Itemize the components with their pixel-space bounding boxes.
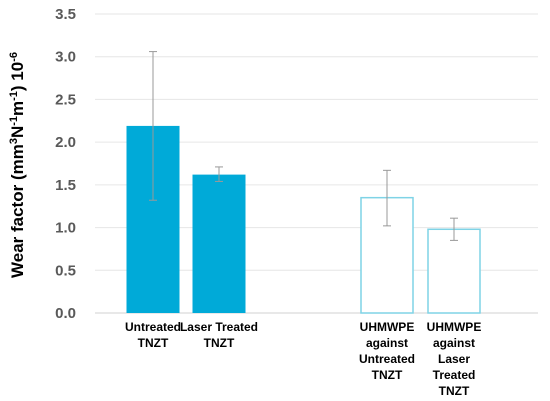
y-tick-label: 3.0 <box>55 49 76 66</box>
category-label: Untreated TNZT <box>125 320 181 350</box>
bar <box>192 174 246 313</box>
category-label: UHMWPE against Untreated TNZT <box>359 320 415 382</box>
category-label: UHMWPE against Laser Treated TNZT <box>427 320 482 398</box>
y-axis-label: Wear factor (mm3N-1m-1) 10-6 <box>8 52 27 278</box>
y-tick-label: 0.0 <box>55 305 76 322</box>
y-tick-label: 1.5 <box>55 177 76 194</box>
y-tick-label: 0.5 <box>55 262 76 279</box>
y-tick-label: 3.5 <box>55 6 76 23</box>
y-axis-ticks: 0.0 0.5 1.0 1.5 2.0 2.5 3.0 3.5 <box>55 6 76 322</box>
y-tick-label: 2.0 <box>55 134 76 151</box>
error-bars <box>149 51 458 241</box>
bar <box>427 228 481 314</box>
y-tick-label: 1.0 <box>55 220 76 237</box>
bars <box>126 125 481 314</box>
y-tick-label: 2.5 <box>55 91 76 108</box>
category-label: Laser Treated TNZT <box>180 320 258 350</box>
